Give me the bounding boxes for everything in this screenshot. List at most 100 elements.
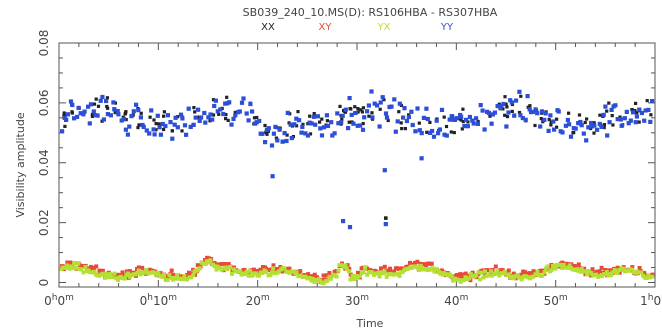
point-xx (505, 115, 510, 119)
point-yx (269, 270, 274, 275)
point-yy (619, 123, 624, 128)
point-yy (299, 130, 304, 135)
point-yy (581, 131, 586, 136)
data-points (59, 89, 655, 286)
point-yx (197, 266, 202, 271)
point-yy (530, 109, 536, 114)
point-yx (467, 276, 472, 281)
point-yx (307, 275, 312, 280)
point-xx (325, 119, 329, 123)
point-yy (292, 122, 297, 127)
point-yx (603, 272, 608, 277)
point-yx (312, 280, 317, 284)
point-xx (555, 125, 559, 129)
point-yx (107, 275, 111, 280)
point-yx (65, 263, 70, 268)
point-xy (306, 272, 311, 277)
point-yx (519, 277, 524, 282)
point-yx (549, 268, 554, 273)
point-yx (201, 261, 206, 266)
point-yx (384, 274, 389, 279)
point-yx (596, 274, 601, 279)
point-yx (533, 272, 538, 277)
point-yx (489, 269, 494, 274)
point-yx (109, 275, 114, 280)
point-yy (239, 100, 245, 105)
point-xy (617, 270, 622, 275)
point-yy (576, 121, 581, 126)
point-xx (349, 107, 353, 111)
point-xy (258, 267, 263, 272)
point-xx (154, 122, 158, 126)
point-yx (545, 264, 550, 269)
point-yx (441, 271, 446, 276)
point-xx (510, 109, 514, 113)
point-xx (356, 110, 360, 114)
point-yy (413, 129, 418, 134)
point-yx (240, 271, 245, 276)
point-xx (356, 107, 360, 111)
point-xx (295, 124, 299, 128)
point-yy (315, 114, 320, 119)
point-yx (173, 275, 178, 280)
point-yy (98, 98, 103, 103)
point-yx (474, 273, 478, 278)
point-yx (647, 275, 652, 280)
point-xy (511, 271, 516, 276)
point-xx (442, 115, 446, 119)
point-yy (104, 98, 109, 104)
point-yx (229, 271, 234, 276)
point-yx (540, 273, 545, 278)
point-xx (602, 126, 606, 130)
point-yx (463, 275, 468, 280)
point-xy (395, 266, 399, 271)
point-yx (116, 277, 120, 282)
point-yy (631, 110, 636, 115)
point-xx (224, 117, 228, 121)
point-yx (560, 265, 565, 270)
point-yy (227, 100, 232, 105)
point-xy (388, 266, 392, 271)
point-yx (495, 269, 500, 274)
point-xx (211, 113, 216, 117)
point-xy (327, 271, 332, 275)
point-xx (148, 115, 152, 119)
point-yx (347, 269, 351, 274)
point-yy (129, 114, 134, 119)
point-yy (270, 174, 275, 179)
point-yy (525, 94, 530, 99)
point-xy (630, 265, 635, 270)
point-yx (74, 266, 79, 270)
point-yy (605, 133, 610, 138)
point-yy (318, 126, 323, 131)
point-yy (358, 123, 363, 128)
point-yy (212, 103, 217, 109)
plot-frame (58, 42, 656, 288)
point-xy (392, 269, 397, 274)
point-yy (208, 112, 213, 117)
point-yy (459, 114, 464, 119)
point-xx (460, 127, 464, 131)
point-yy (289, 136, 294, 141)
point-yy (173, 115, 178, 120)
point-xx (353, 105, 357, 109)
point-yx (417, 268, 421, 272)
point-yy (442, 132, 447, 137)
point-yx (100, 271, 105, 276)
legend-xy: XY (319, 22, 333, 33)
point-yy (172, 122, 177, 127)
point-yy (246, 118, 251, 123)
point-xy (140, 265, 145, 270)
point-yy (465, 124, 470, 129)
point-yx (238, 269, 242, 274)
point-yy (372, 101, 377, 106)
point-yy (533, 107, 538, 112)
point-yx (554, 262, 559, 267)
point-yx (167, 273, 172, 278)
point-yx (363, 265, 368, 270)
point-yy (155, 113, 160, 118)
point-yy (303, 131, 308, 136)
point-yy (309, 121, 314, 126)
point-yy (454, 116, 459, 121)
point-yy (206, 115, 211, 120)
